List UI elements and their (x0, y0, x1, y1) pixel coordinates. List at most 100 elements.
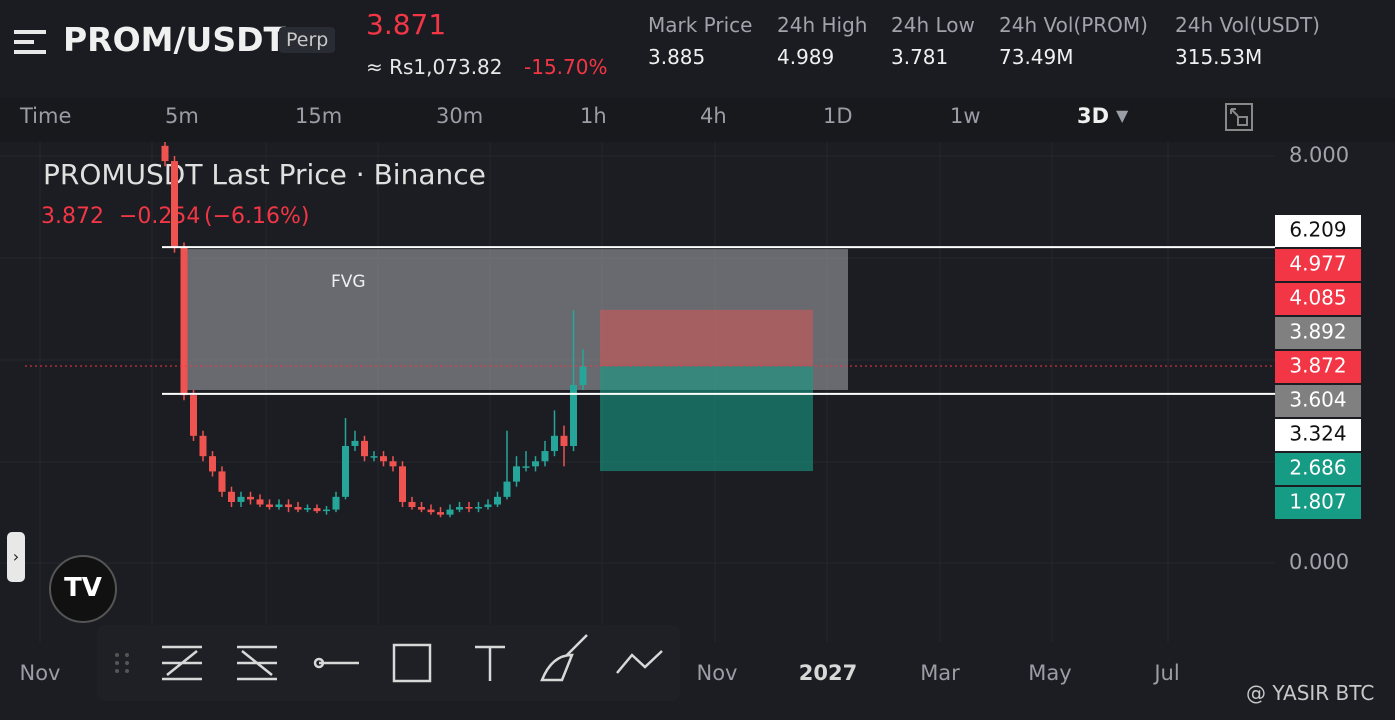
x-tick-label: Mar (920, 661, 960, 685)
timeframe[interactable]: 5m (165, 104, 199, 128)
stat-value: 4.989 (777, 45, 835, 69)
toolbar-icons[interactable] (97, 625, 680, 701)
candle-body (503, 481, 511, 497)
price-tag (1275, 453, 1361, 485)
candle-body (237, 496, 245, 502)
price-tag (1275, 215, 1361, 247)
timeframe[interactable]: 1h (580, 104, 607, 128)
timeframe[interactable]: 3D (1077, 104, 1110, 128)
converted-price: ≈ Rs1,073.82 (366, 55, 503, 79)
price-tag-label: 2.686 (1289, 456, 1346, 480)
stat-value: 73.49M (999, 45, 1074, 69)
candle-body (304, 508, 311, 510)
price-tag-label: 3.892 (1289, 320, 1346, 344)
last-price: 3.871 (366, 8, 447, 41)
stat-label: 24h Vol(USDT) (1175, 13, 1320, 37)
candle-body (484, 504, 492, 508)
candle-body (370, 456, 378, 458)
candle-body (313, 508, 321, 512)
candle-body (161, 145, 169, 162)
candle-body (332, 496, 340, 510)
candle-body (180, 247, 188, 396)
candle-body (418, 507, 425, 510)
stat-label: 24h Low (891, 13, 975, 37)
candle-body (209, 456, 216, 472)
candle-body (275, 504, 283, 508)
header (0, 0, 1395, 98)
candle-body (171, 161, 178, 248)
candle-body (361, 440, 368, 457)
legend-change: −0.254 (119, 204, 200, 229)
timeframe[interactable]: 1w (950, 104, 981, 128)
candle-body (228, 491, 235, 502)
candle-body (323, 509, 330, 512)
badge: Perp (279, 27, 336, 53)
candle-body (389, 461, 397, 467)
candle-body (541, 451, 549, 462)
timeframe[interactable]: Time (20, 104, 72, 128)
candle-body (522, 466, 530, 468)
price-tag (1275, 283, 1361, 315)
x-tick-label: Jul (1152, 661, 1179, 685)
menu-icon[interactable] (14, 28, 48, 56)
x-tick-label: 2027 (799, 661, 857, 685)
timeframe[interactable]: 15m (295, 104, 343, 128)
y-tick-label: 0.000 (1289, 550, 1349, 574)
price-tag (1275, 249, 1361, 281)
stat-label: Mark Price (648, 13, 753, 37)
price-tag-label: 3.872 (1289, 354, 1346, 378)
candle-body (351, 440, 359, 446)
candle-body (551, 435, 558, 452)
fvg-label: FVG (331, 272, 366, 292)
price-tag (1275, 419, 1361, 451)
candle-body (560, 435, 568, 446)
x-tick-label: May (1028, 661, 1071, 685)
price-tag-label: 4.085 (1289, 286, 1346, 310)
price-tag (1275, 487, 1361, 519)
price-tag-label: 4.977 (1289, 252, 1346, 276)
candle-body (437, 512, 444, 515)
symbol[interactable]: PROM/USDT (63, 20, 287, 59)
candle-body (465, 507, 473, 509)
dropdown-arrow[interactable]: ▼ (1116, 106, 1129, 125)
y-tick-label: 8.000 (1289, 143, 1349, 167)
candle-body (579, 366, 587, 385)
x-tick-label: Nov (697, 661, 738, 685)
chart: PROMUSDT Last Price · Binance 3.872 −0.2… (0, 142, 1395, 720)
candle-body (199, 435, 207, 457)
stat-value: 3.781 (891, 45, 949, 69)
position-risk (600, 309, 813, 367)
logo[interactable]: TV (49, 555, 117, 623)
change: -15.70% (524, 55, 608, 79)
candle-body (342, 445, 349, 497)
drawing-toolbar (97, 625, 680, 701)
timeframe[interactable]: 4h (700, 104, 727, 128)
side-toggle[interactable]: › (7, 532, 25, 582)
price-tag-label: 3.604 (1289, 388, 1346, 412)
candle-body (256, 499, 264, 505)
chart-title: PROMUSDT Last Price · Binance (43, 158, 486, 191)
candle-body (475, 507, 482, 509)
timeframe[interactable]: 1D (823, 104, 853, 128)
price-tag-label: 3.324 (1289, 422, 1346, 446)
candle-body (513, 466, 520, 482)
price-tag (1275, 385, 1361, 417)
candle-body (380, 456, 387, 462)
candle-body (294, 507, 302, 510)
candle-body (427, 509, 435, 513)
price-tag (1275, 351, 1361, 383)
stat-value: 3.885 (648, 45, 706, 69)
watermark: @ YASIR BTC (1246, 681, 1375, 705)
stat-value: 315.53M (1175, 45, 1263, 69)
legend-price: 3.872 (41, 204, 104, 229)
candle-body (532, 461, 539, 467)
candle-body (399, 466, 406, 502)
timeframe[interactable]: 30m (436, 104, 484, 128)
candle-body (456, 507, 463, 510)
layout-icon[interactable] (1224, 102, 1254, 132)
price-tag-label: 6.209 (1289, 218, 1346, 242)
stat-label: 24h High (777, 13, 868, 37)
position-reward (600, 366, 813, 472)
candle-body (285, 504, 292, 508)
